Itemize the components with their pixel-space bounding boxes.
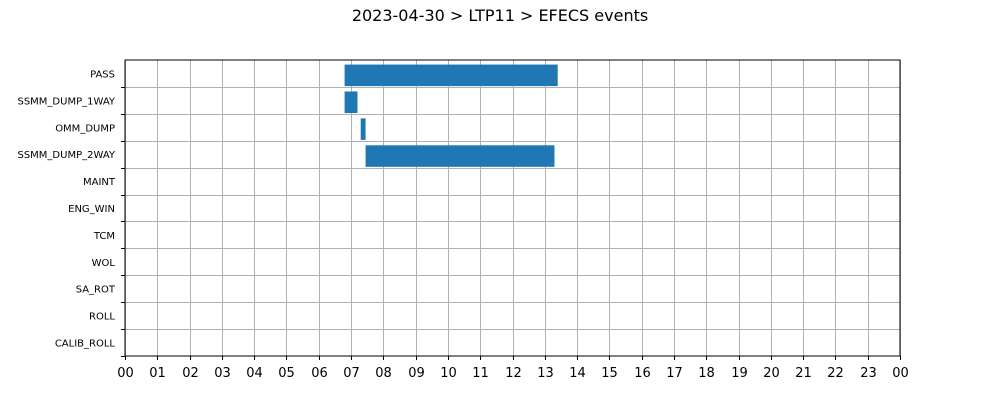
x-tick-label: 17 [666,366,683,381]
x-tick-label: 19 [731,366,748,381]
x-tick-label: 18 [698,366,715,381]
x-tick-label: 02 [182,366,199,381]
x-tick-label: 21 [795,366,812,381]
x-tick-label: 07 [343,366,360,381]
event-bar-ssmm-dump-1way [344,91,358,114]
x-tick-label: 16 [634,366,651,381]
y-tick-label: PASS [90,69,115,80]
x-tick-label: 03 [214,366,231,381]
x-tick-label: 01 [149,366,166,381]
x-tick-label: 12 [505,366,522,381]
x-tick-label: 08 [375,366,392,381]
y-tick-label: OMM_DUMP [55,123,115,134]
y-tick-label: SA_ROT [76,285,116,296]
x-tick-label: 09 [408,366,425,381]
y-tick-label: WOL [92,258,116,269]
x-tick-label: 05 [278,366,295,381]
y-tick-label: ROLL [89,312,115,323]
y-tick-label: SSMM_DUMP_2WAY [17,150,115,161]
y-tick-label: CALIB_ROLL [55,339,116,350]
event-bar-pass [344,64,558,87]
y-axis: PASS SSMM_DUMP_1WAY OMM_DUMP SSMM_DUMP_2WAY… [17,69,125,357]
x-tick-label: 20 [763,366,780,381]
x-tick-label: 14 [569,366,586,381]
plot-frame [124,59,901,357]
grid-layer [125,60,901,356]
x-tick-label: 00 [117,366,134,381]
x-axis: 00 01 02 03 04 05 06 07 08 09 10 11 12 13 14 15 16 17 18 19… [117,356,909,381]
x-tick-label: 10 [440,366,457,381]
x-tick-label: 22 [827,366,844,381]
bar-layer [344,64,558,167]
x-tick-label: 04 [246,366,263,381]
x-tick-label: 00 [892,366,909,381]
x-tick-label: 15 [601,366,618,381]
y-tick-label: SSMM_DUMP_1WAY [17,96,115,107]
chart-title: 2023-04-30 > LTP11 > EFECS events [351,6,649,25]
x-tick-label: 06 [311,366,328,381]
x-tick-label: 23 [860,366,877,381]
event-bar-omm-dump [360,118,366,140]
event-bar-ssmm-dump-2way [365,145,555,167]
x-tick-label: 11 [472,366,489,381]
y-tick-label: MAINT [83,177,116,188]
y-tick-label: ENG_WIN [68,204,115,215]
x-tick-label: 13 [537,366,554,381]
y-tick-label: TCM [93,231,115,242]
